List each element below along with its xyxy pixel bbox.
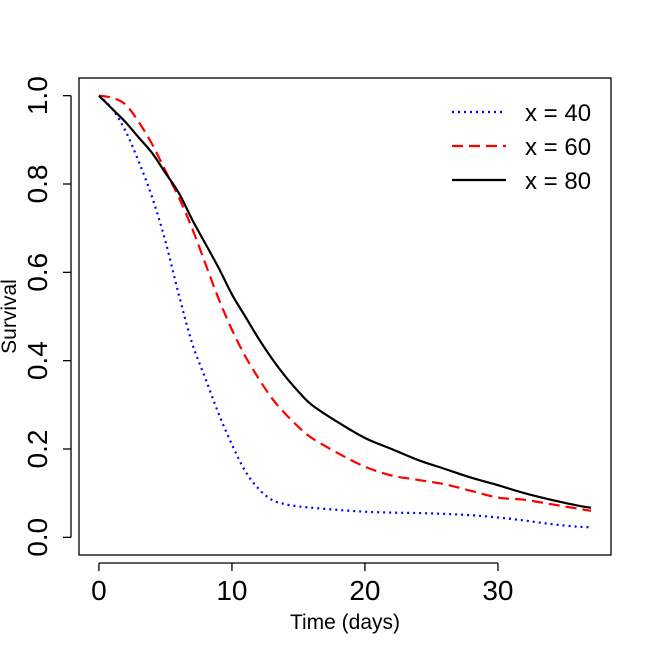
legend-label-1: x = 40 <box>525 100 591 127</box>
y-axis-title: Survival <box>0 279 21 354</box>
y-tick-label: 1.0 <box>22 76 53 115</box>
y-tick-label: 0.6 <box>22 253 53 292</box>
plot-area <box>78 77 612 556</box>
y-axis: 0.0 0.2 0.4 0.6 0.8 1.0 <box>22 76 72 557</box>
legend-label-2: x = 60 <box>525 134 591 161</box>
x-axis: 0 10 20 30 <box>91 562 514 606</box>
series-line-3 <box>98 94 592 509</box>
x-tick-label: 20 <box>349 575 380 606</box>
x-tick-label: 10 <box>216 575 247 606</box>
series-line-1 <box>98 94 592 529</box>
legend-label-3: x = 80 <box>525 168 591 195</box>
series-line-2 <box>98 94 592 512</box>
legend: x = 40 x = 60 x = 80 <box>452 100 591 195</box>
y-tick-label: 0.8 <box>22 165 53 204</box>
x-tick-label: 30 <box>482 575 513 606</box>
series-layer <box>98 94 592 529</box>
x-axis-title: Time (days) <box>290 611 400 634</box>
y-tick-label: 0.0 <box>22 518 53 557</box>
x-tick-label: 0 <box>91 575 107 606</box>
y-tick-label: 0.4 <box>22 341 53 380</box>
y-tick-label: 0.2 <box>22 430 53 469</box>
plot-frame <box>78 77 612 556</box>
